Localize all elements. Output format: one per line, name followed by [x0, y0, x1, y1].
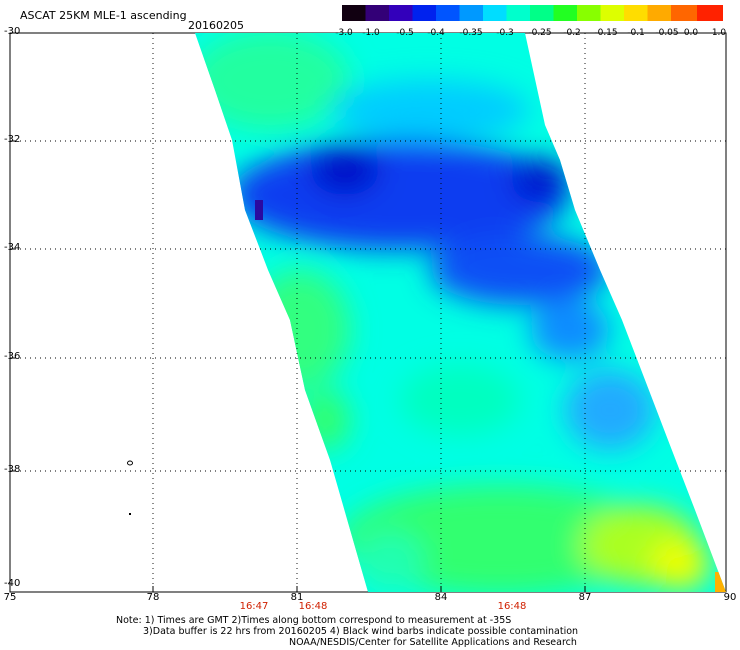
footnote-line-2: 3)Data buffer is 22 hrs from 20160205 4)… [143, 626, 579, 637]
latitude-label: -38 [4, 464, 21, 475]
colorbar-label: -0.05 [655, 28, 679, 38]
ticks [10, 32, 586, 592]
island-outline [127, 460, 133, 515]
colorbar-label: -0.1 [627, 28, 645, 38]
longitude-label: 78 [146, 592, 160, 603]
time-label: 16:47 [239, 601, 269, 612]
latitude-label: -36 [4, 351, 21, 362]
colorbar-label: -0.4 [427, 28, 445, 38]
longitude-label: 75 [3, 592, 17, 603]
product-title: ASCAT 25KM MLE-1 ascending [20, 9, 187, 22]
colorbar-label: 0.0 [683, 28, 699, 38]
footnote-line-3: NOAA/NESDIS/Center for Satellite Applica… [289, 637, 577, 648]
colorbar [342, 5, 723, 21]
longitude-label: 84 [434, 592, 448, 603]
colorbar-label: -0.35 [459, 28, 483, 38]
colorbar-label: -1.0 [362, 28, 380, 38]
latitude-label: -34 [4, 242, 21, 253]
colorbar-label: -0.5 [396, 28, 414, 38]
latitude-label: -40 [4, 578, 21, 589]
colorbar-label: -3.0 [335, 28, 353, 38]
colorbar-label: -0.2 [563, 28, 581, 38]
longitude-label: 90 [723, 592, 737, 603]
product-date: 20160205 [188, 19, 244, 32]
wind-swath [195, 33, 726, 592]
colorbar-label: 1.0 [711, 28, 727, 38]
longitude-label: 81 [290, 592, 304, 603]
latitude-label: -32 [4, 134, 21, 145]
time-label: 16:48 [298, 601, 328, 612]
footnote-line-1: Note: 1) Times are GMT 2)Times along bot… [116, 615, 512, 626]
latitude-label: -30 [4, 26, 21, 37]
colorbar-label: -0.25 [528, 28, 552, 38]
graticule [10, 33, 726, 592]
colorbar-label: -0.15 [594, 28, 618, 38]
time-label: 16:48 [497, 601, 527, 612]
colorbar-label: -0.3 [496, 28, 514, 38]
longitude-label: 87 [578, 592, 592, 603]
